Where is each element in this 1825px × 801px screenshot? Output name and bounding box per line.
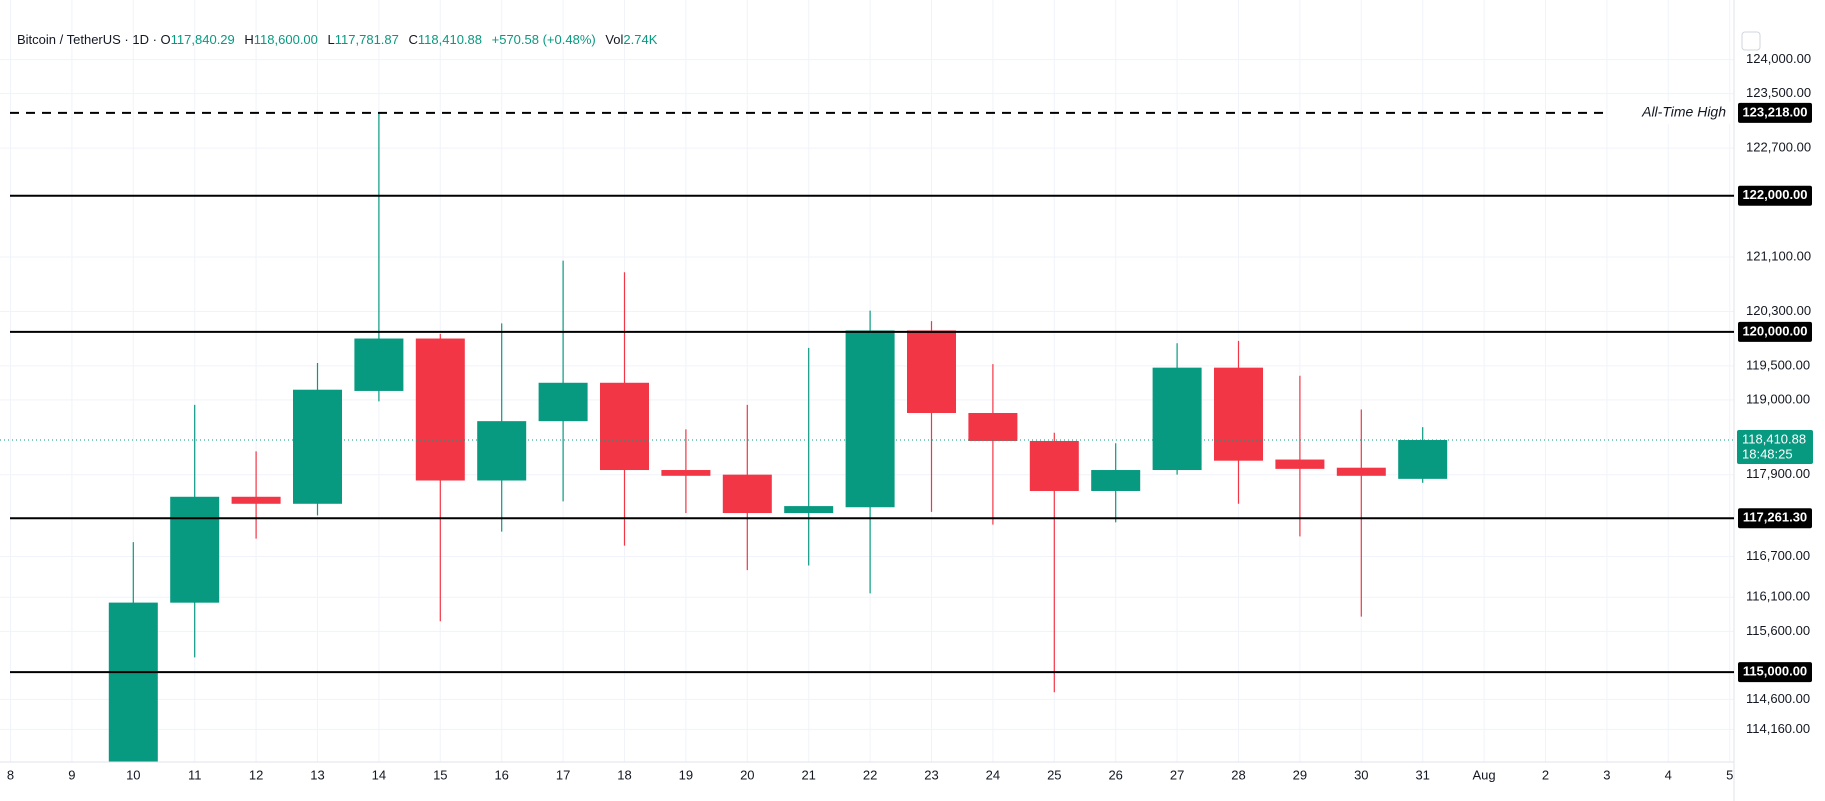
y-tick-label: 123,500.00 xyxy=(1746,85,1811,100)
ohlc-key: L xyxy=(327,32,335,47)
y-tick-label: 120,300.00 xyxy=(1746,303,1811,318)
level-note-bg xyxy=(1610,101,1732,124)
level-label: 122,000.00 xyxy=(1742,187,1807,202)
countdown-label: 18:48:25 xyxy=(1742,446,1793,461)
x-tick-label: 23 xyxy=(924,767,938,782)
x-tick-label: 8 xyxy=(7,767,14,782)
y-tick-label: 117,900.00 xyxy=(1746,466,1810,481)
ohlc-value: 117,781.87 xyxy=(334,32,399,47)
candle-body xyxy=(1398,440,1448,479)
x-tick-label: 3 xyxy=(1603,767,1610,782)
y-tick-label: 121,100.00 xyxy=(1746,248,1811,263)
ohlc-key: C xyxy=(408,32,418,47)
x-tick-label: 27 xyxy=(1170,767,1184,782)
y-tick-label: 115,600.00 xyxy=(1746,623,1810,638)
ohlc-key: H xyxy=(244,32,254,47)
legend-header: Bitcoin / TetherUS · 1D · O117,840.29 H1… xyxy=(17,32,663,47)
symbol: Bitcoin / TetherUS · 1D · xyxy=(17,32,157,47)
level-label: 115,000.00 xyxy=(1743,664,1807,679)
x-tick-label: 14 xyxy=(372,767,386,782)
x-tick-label: 18 xyxy=(617,767,631,782)
candle-body xyxy=(231,496,281,504)
candle-body xyxy=(1336,467,1386,476)
candle-body xyxy=(415,338,465,481)
candle-body xyxy=(1152,367,1202,471)
x-tick-label: 2 xyxy=(1542,767,1549,782)
candle-body xyxy=(354,338,404,391)
x-tick-label: Aug xyxy=(1473,767,1496,782)
x-tick-label: 28 xyxy=(1231,767,1245,782)
plot-area xyxy=(0,112,1734,762)
change: +570.58 (+0.48%) xyxy=(491,32,596,47)
x-tick-label: 12 xyxy=(249,767,263,782)
x-tick-label: 19 xyxy=(679,767,693,782)
y-tick-label: 124,000.00 xyxy=(1746,51,1811,66)
ohlc-value: 118,410.88 xyxy=(417,32,482,47)
candle-body xyxy=(1214,367,1263,461)
candle-body xyxy=(170,496,220,603)
x-tick-label: 5 xyxy=(1726,767,1733,782)
volume: 2.74K xyxy=(623,32,658,47)
candle-body xyxy=(1091,470,1141,491)
candle-body xyxy=(600,382,649,471)
y-tick-label: 119,500.00 xyxy=(1746,357,1810,372)
ohlc-value: 117,840.29 xyxy=(170,32,235,47)
candle-body xyxy=(907,330,956,413)
x-tick-label: 10 xyxy=(126,767,140,782)
x-tick-label: 31 xyxy=(1415,767,1429,782)
x-tick-label: 4 xyxy=(1665,767,1672,782)
x-tick-label: 22 xyxy=(863,767,877,782)
y-tick-label: 122,700.00 xyxy=(1746,140,1811,155)
x-tick-label: 11 xyxy=(188,767,202,782)
x-tick-label: 16 xyxy=(494,767,508,782)
volume-key: Vol xyxy=(605,32,624,47)
candle-body xyxy=(1275,459,1325,469)
y-tick-label: 119,000.00 xyxy=(1746,391,1810,406)
candle-body xyxy=(722,474,772,514)
level-label: 123,218.00 xyxy=(1742,104,1807,119)
last-price-label: 118,410.88 xyxy=(1742,431,1806,446)
x-tick-label: 26 xyxy=(1108,767,1122,782)
x-tick-label: 9 xyxy=(68,767,75,782)
candle-body xyxy=(1029,440,1079,491)
x-tick-label: 21 xyxy=(801,767,815,782)
candle-body xyxy=(784,506,834,514)
y-tick-label: 116,700.00 xyxy=(1746,548,1810,563)
candle-body xyxy=(538,382,588,422)
ohlc-value: 118,600.00 xyxy=(253,32,318,47)
level-note: All-Time High xyxy=(1641,104,1726,120)
level-label-box xyxy=(1738,321,1812,342)
level-label-box xyxy=(1738,102,1812,123)
x-tick-label: 15 xyxy=(433,767,447,782)
level-label-box xyxy=(1738,508,1812,529)
candle-body xyxy=(293,389,342,504)
x-tick-label: 17 xyxy=(556,767,570,782)
x-tick-label: 13 xyxy=(310,767,324,782)
level-label: 117,261.30 xyxy=(1743,510,1807,525)
x-tick-label: 25 xyxy=(1047,767,1061,782)
grid xyxy=(0,0,1734,762)
last-price-box xyxy=(1737,430,1813,465)
settings-icon[interactable] xyxy=(1741,31,1761,51)
x-tick-label: 30 xyxy=(1354,767,1368,782)
y-tick-label: 114,600.00 xyxy=(1746,691,1810,706)
level-label-box xyxy=(1738,662,1812,683)
axes: 8 9 10 11 12 13 14 15 16 17 18 19 20 21 22 23 24 25 26 27 28… xyxy=(7,51,1811,782)
y-tick-label: 114,160.00 xyxy=(1746,721,1810,736)
x-tick-label: 29 xyxy=(1293,767,1307,782)
level-label-box xyxy=(1738,185,1812,206)
y-tick-label: 116,100.00 xyxy=(1746,589,1810,604)
candle-body xyxy=(845,330,895,508)
ohlc-key: O xyxy=(160,32,171,47)
candle-body xyxy=(108,602,158,762)
level-label: 120,000.00 xyxy=(1742,323,1807,338)
x-tick-label: 24 xyxy=(986,767,1000,782)
x-tick-label: 20 xyxy=(740,767,754,782)
candle-body xyxy=(968,412,1018,441)
candle-body xyxy=(477,421,527,481)
candle-body xyxy=(661,470,711,476)
